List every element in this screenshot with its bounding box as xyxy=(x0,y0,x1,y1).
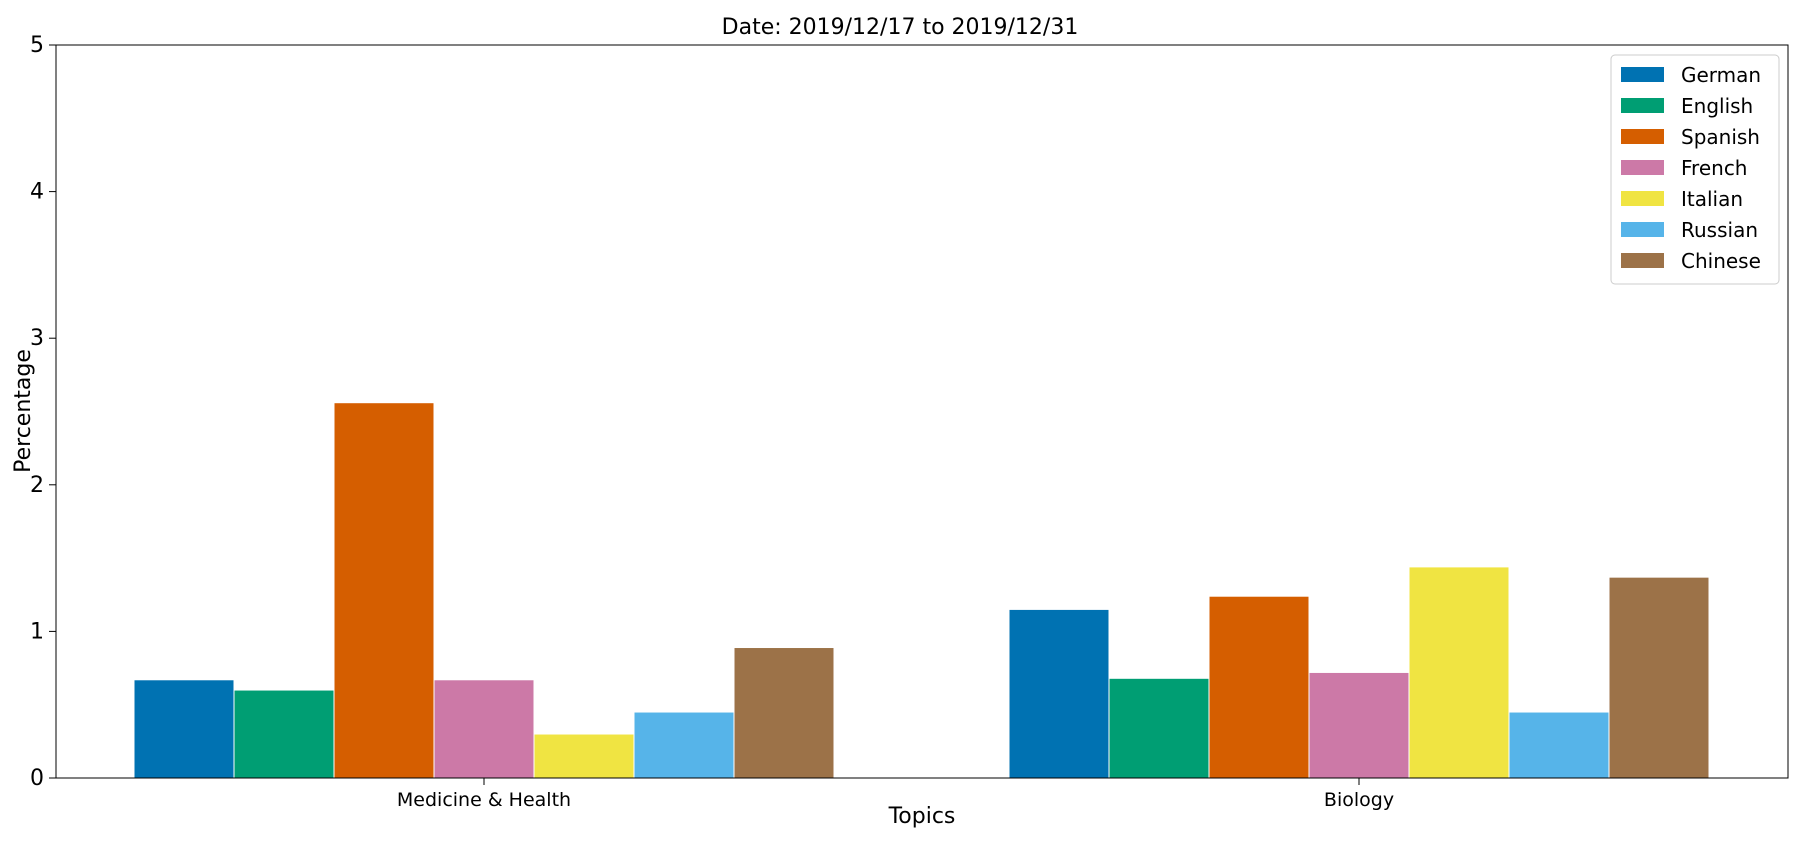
y-axis: 0 1 2 3 4 5 xyxy=(30,33,56,791)
bar-spanish-0 xyxy=(333,402,435,779)
legend-label-spanish: Spanish xyxy=(1681,125,1760,149)
bar-english-1 xyxy=(1108,677,1210,779)
x-axis-label: Topics xyxy=(888,804,956,829)
legend-swatch-russian xyxy=(1621,222,1664,237)
x-tick-label: Biology xyxy=(1324,789,1394,811)
legend-label-chinese: Chinese xyxy=(1681,249,1761,273)
legend-label-french: French xyxy=(1681,156,1747,180)
y-tick-label: 2 xyxy=(30,473,44,498)
legend-swatch-english xyxy=(1621,98,1664,113)
legend-label-german: German xyxy=(1681,63,1761,87)
bar-french-1 xyxy=(1308,671,1410,779)
bar-spanish-1 xyxy=(1208,595,1310,779)
x-tick-label: Medicine & Health xyxy=(397,789,571,811)
y-tick-label: 5 xyxy=(30,33,44,58)
legend-swatch-italian xyxy=(1621,191,1664,206)
y-tick-label: 1 xyxy=(30,619,44,644)
bar-russian-0 xyxy=(633,711,735,779)
y-tick-label: 3 xyxy=(30,326,44,351)
legend-swatch-chinese xyxy=(1621,253,1664,268)
legend-label-russian: Russian xyxy=(1681,218,1758,242)
bar-english-0 xyxy=(233,689,335,779)
y-tick-label: 4 xyxy=(30,180,44,205)
chart-title: Date: 2019/12/17 to 2019/12/31 xyxy=(722,15,1079,40)
bars-group xyxy=(133,402,1710,779)
legend-label-italian: Italian xyxy=(1681,187,1743,211)
bar-french-0 xyxy=(433,679,535,779)
legend: German English Spanish French Italian Russian… xyxy=(1610,54,1780,285)
legend-swatch-german xyxy=(1621,67,1664,82)
plot-frame xyxy=(55,44,1789,779)
legend-swatch-spanish xyxy=(1621,129,1664,144)
bar-chinese-0 xyxy=(733,647,835,779)
legend-label-english: English xyxy=(1681,94,1753,118)
bar-italian-1 xyxy=(1408,566,1510,779)
legend-swatch-french xyxy=(1621,160,1664,175)
y-tick-label: 0 xyxy=(30,766,44,791)
bar-russian-1 xyxy=(1508,711,1610,779)
bar-german-1 xyxy=(1008,608,1110,779)
bar-german-0 xyxy=(133,679,235,779)
x-axis: Medicine & Health Biology xyxy=(397,778,1394,811)
bar-chinese-1 xyxy=(1608,576,1710,779)
y-axis-label: Percentage xyxy=(11,349,36,473)
bar-italian-0 xyxy=(533,733,635,779)
